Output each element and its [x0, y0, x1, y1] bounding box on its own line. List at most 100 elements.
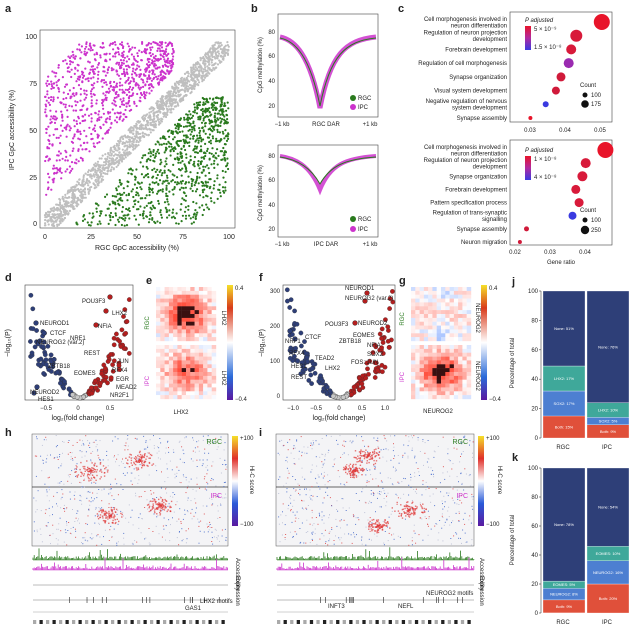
heatmap-cell — [168, 348, 174, 353]
scatter-point-rgc — [208, 111, 211, 114]
heatmap-cell — [415, 345, 420, 350]
scatter-point-rgc — [127, 213, 130, 216]
scatter-point-ipc — [55, 110, 58, 113]
hic-contact — [203, 478, 205, 480]
gene-label: MEAD2 — [116, 385, 137, 391]
scatter-point-rgc — [168, 214, 171, 217]
heatmap-cell — [411, 310, 416, 315]
heatmap-cell — [173, 348, 178, 353]
heatmap-cell — [207, 368, 212, 373]
scatter-point — [161, 118, 164, 121]
scatter-point-rgc — [188, 144, 191, 148]
scatter-point-rgc — [164, 149, 167, 152]
scatter-point — [119, 138, 122, 141]
scatter-point-ipc — [117, 51, 120, 54]
scatter-point-ipc — [59, 134, 62, 137]
scatter-point-ipc — [88, 71, 91, 74]
scatter-point-rgc — [186, 125, 189, 128]
scatter-point-ipc — [71, 167, 74, 170]
heatmap-cell — [419, 360, 425, 365]
cbar-max: 0.4 — [489, 286, 498, 292]
scatter-point-ipc — [159, 77, 162, 80]
heatmap-cell — [415, 329, 420, 334]
heatmap-cell — [190, 310, 195, 315]
heatmap-cell — [173, 387, 178, 392]
scatter-point-rgc — [192, 135, 195, 138]
scatter-point-ipc — [102, 79, 106, 82]
scatter-point-ipc — [123, 113, 126, 116]
heatmap-cell — [466, 372, 472, 377]
hic-contact — [197, 446, 199, 448]
heatmap-cell — [173, 352, 178, 357]
scatter-point-rgc — [165, 188, 168, 191]
scatter-point-rgc — [203, 188, 206, 191]
scatter-point — [156, 104, 159, 107]
heatmap-cell — [207, 395, 212, 400]
heatmap-cell — [194, 317, 200, 322]
scatter-point-rgc — [189, 217, 192, 220]
scatter-point-ipc — [44, 95, 47, 98]
heatmap-cell — [411, 321, 416, 326]
scatter-point-ipc — [90, 77, 93, 80]
heatmap-cell — [207, 372, 212, 377]
heatmap-cell — [198, 321, 204, 326]
scatter-point — [143, 135, 146, 139]
scatter-point-rgc — [204, 108, 207, 111]
heatmap-cell — [177, 306, 182, 311]
scatter-point-ipc — [54, 75, 57, 78]
heatmap-cell — [181, 379, 187, 384]
hic-contact — [196, 466, 198, 467]
hic-contact — [164, 524, 166, 526]
heatmap-cell — [449, 317, 455, 322]
scatter-point — [147, 134, 150, 137]
heatmap-cell — [211, 306, 217, 311]
scatter-point-ipc — [76, 128, 79, 131]
scatter-point-rgc — [155, 181, 158, 184]
scatter-point-ipc — [69, 154, 72, 157]
hic-contact — [101, 507, 103, 509]
scatter-point-ipc — [162, 55, 165, 59]
scatter-point-ipc — [49, 122, 52, 125]
scatter-point-rgc — [180, 147, 183, 150]
heatmap-cell — [203, 345, 208, 350]
scatter-point-rgc — [177, 182, 180, 185]
scatter-point-ipc — [112, 88, 115, 91]
hic-contact — [67, 474, 69, 476]
hic-contact — [91, 533, 93, 535]
scatter-point-ipc — [118, 88, 121, 91]
volcano-point — [302, 339, 307, 344]
scatter-point-ipc — [115, 82, 118, 85]
heatmap-cell — [186, 348, 191, 353]
scatter-point-ipc — [113, 86, 116, 89]
scatter-point — [119, 154, 122, 157]
scatter-point — [58, 217, 62, 220]
scatter-point-rgc — [164, 160, 167, 163]
scatter-point-ipc — [145, 63, 149, 66]
heatmap-cell — [168, 329, 174, 334]
heatmap-cell — [190, 352, 195, 357]
scatter-point — [87, 180, 91, 183]
hic-contact — [49, 515, 51, 517]
heatmap-cell — [203, 356, 208, 361]
scatter-point-ipc — [57, 150, 61, 153]
hic-contact — [184, 509, 186, 511]
scatter-point — [122, 141, 125, 144]
go-term-dot — [571, 184, 581, 194]
heatmap-cell — [462, 368, 467, 373]
scatter-point — [133, 138, 136, 141]
scatter-point-rgc — [187, 161, 190, 164]
heatmap-cell — [177, 352, 182, 357]
heatmap-cell — [168, 310, 174, 315]
heatmap-cell — [441, 298, 446, 303]
scatter-point-rgc — [182, 134, 186, 137]
heatmap-cell — [458, 298, 463, 303]
volcano-point — [103, 366, 108, 371]
scatter-point-rgc — [120, 216, 123, 220]
scatter-point-ipc — [57, 86, 60, 90]
heatmap-cell — [458, 383, 463, 388]
go-term-label: Negative regulation of nervous — [426, 99, 507, 105]
hic-contact — [148, 502, 150, 504]
scatter-point-ipc — [53, 177, 56, 180]
y-tick: 40 — [531, 553, 538, 559]
heatmap-cell — [419, 317, 425, 322]
